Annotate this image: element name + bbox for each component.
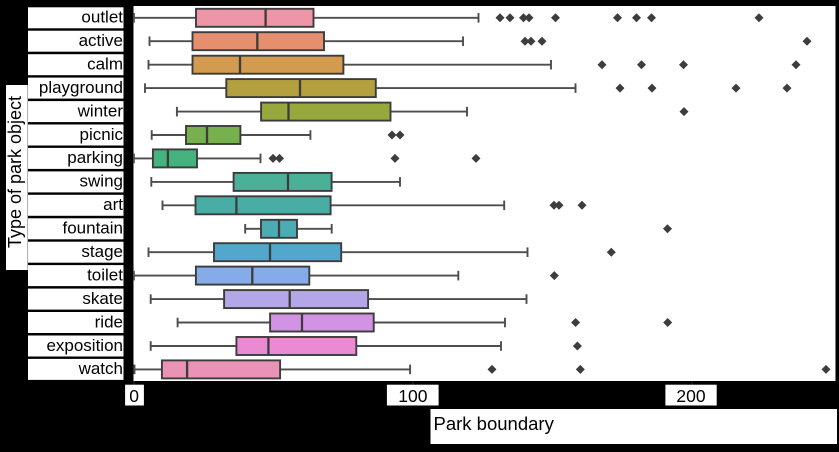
svg-text:stage: stage [81,242,123,261]
svg-text:skate: skate [82,289,123,308]
svg-text:playground: playground [39,78,123,97]
svg-text:200: 200 [676,386,705,406]
svg-text:picnic: picnic [80,125,124,144]
svg-text:calm: calm [87,55,123,74]
svg-text:toilet: toilet [87,265,123,284]
svg-text:art: art [103,195,123,214]
svg-text:swing: swing [80,172,123,191]
svg-text:winter: winter [77,101,124,120]
svg-text:Park boundary: Park boundary [434,413,555,434]
svg-text:100: 100 [398,386,427,406]
svg-text:Type of park object: Type of park object [5,96,25,248]
svg-text:watch: watch [78,359,123,378]
svg-text:active: active [79,31,123,50]
svg-text:exposition: exposition [46,336,123,355]
svg-text:0: 0 [129,386,139,406]
svg-text:fountain: fountain [63,219,124,238]
svg-text:ride: ride [95,312,123,331]
svg-text:parking: parking [67,148,123,167]
svg-text:outlet: outlet [81,8,123,27]
